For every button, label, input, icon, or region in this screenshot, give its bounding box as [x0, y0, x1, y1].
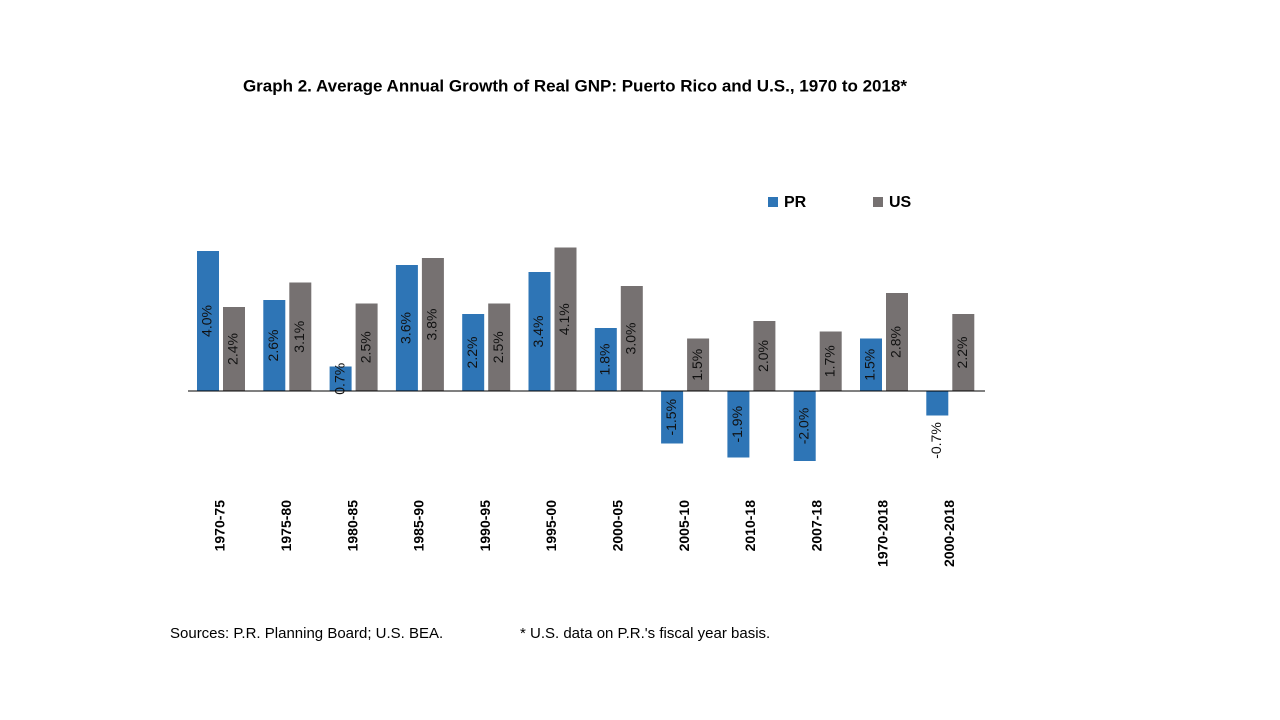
- value-label: 0.7%: [331, 363, 347, 395]
- x-tick-label: 1980-85: [344, 500, 360, 552]
- value-label: 1.5%: [689, 349, 705, 381]
- value-label: 2.8%: [888, 326, 904, 358]
- legend-swatch: [768, 197, 778, 207]
- x-tick-label: 2005-10: [676, 500, 692, 552]
- bar: [860, 338, 882, 391]
- x-tick-label: 1985-90: [411, 500, 427, 552]
- value-label: -1.5%: [663, 399, 679, 436]
- value-label: -1.9%: [729, 406, 745, 443]
- value-label: 4.0%: [199, 305, 215, 337]
- legend-label: US: [889, 194, 912, 211]
- bar: [886, 293, 908, 391]
- x-tick-label: 2000-05: [610, 500, 626, 552]
- value-label: 2.5%: [490, 331, 506, 363]
- bar: [462, 314, 485, 391]
- value-label: 2.2%: [464, 337, 480, 369]
- value-label: 2.5%: [357, 331, 373, 363]
- bar: [819, 331, 842, 391]
- legend-swatch: [873, 197, 883, 207]
- bar: [753, 321, 776, 391]
- source-note: Sources: P.R. Planning Board; U.S. BEA.: [170, 625, 443, 642]
- value-label: 2.2%: [954, 337, 970, 369]
- bar: [421, 258, 444, 391]
- bar: [926, 391, 949, 416]
- bar: [263, 300, 286, 391]
- x-tick-label: 1995-00: [543, 500, 559, 552]
- value-label: 3.1%: [291, 321, 307, 353]
- bar: [687, 338, 710, 391]
- chart-title: Graph 2. Average Annual Growth of Real G…: [243, 76, 907, 95]
- bar: [395, 265, 418, 391]
- value-label: 4.1%: [556, 303, 572, 335]
- value-label: -0.7%: [928, 422, 944, 459]
- value-label: 3.0%: [623, 323, 639, 355]
- bar: [620, 286, 643, 391]
- bar: [197, 251, 219, 391]
- bar: [793, 391, 816, 461]
- value-label: 3.8%: [424, 309, 440, 341]
- x-tick-label: 1975-80: [278, 500, 294, 552]
- value-label: 1.8%: [597, 344, 613, 376]
- footnote: * U.S. data on P.R.'s fiscal year basis.: [520, 625, 770, 642]
- bar: [488, 303, 511, 391]
- bar: [329, 366, 352, 391]
- bar: [355, 303, 378, 391]
- value-label: 2.0%: [755, 340, 771, 372]
- bar: [289, 282, 312, 391]
- value-label: 3.6%: [398, 312, 414, 344]
- legend-label: PR: [784, 194, 807, 211]
- bar: [223, 307, 245, 391]
- x-tick-label: 2010-18: [742, 500, 758, 552]
- value-label: 3.4%: [530, 316, 546, 348]
- x-tick-label: 2007-18: [808, 500, 824, 552]
- x-tick-label: 1970-75: [212, 500, 228, 552]
- bar: [727, 391, 750, 458]
- bar: [594, 328, 617, 391]
- x-tick-label: 2000-2018: [941, 500, 957, 567]
- value-label: 2.6%: [265, 330, 281, 362]
- x-tick-label: 1990-95: [477, 500, 493, 552]
- x-tick-label: 1970-2018: [875, 500, 891, 567]
- bar: [952, 314, 975, 391]
- bar: [661, 391, 684, 444]
- bar: [528, 272, 551, 391]
- value-label: -2.0%: [795, 408, 811, 445]
- bar: [554, 247, 577, 391]
- value-label: 1.7%: [821, 345, 837, 377]
- value-label: 2.4%: [225, 333, 241, 365]
- value-label: 1.5%: [862, 349, 878, 381]
